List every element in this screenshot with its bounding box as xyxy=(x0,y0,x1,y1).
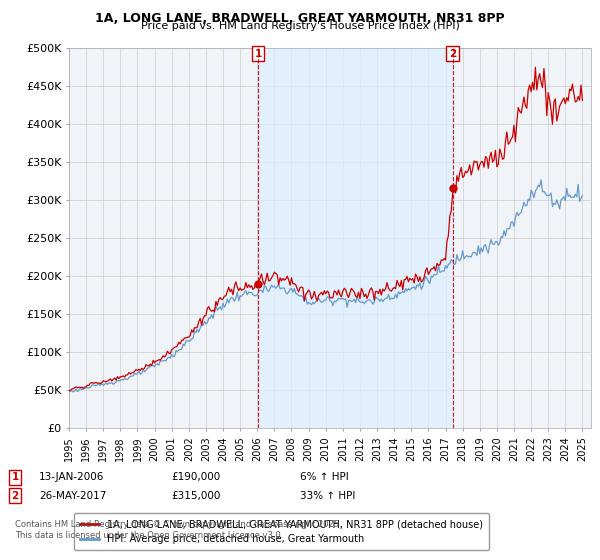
Text: 1: 1 xyxy=(254,49,262,59)
Text: Price paid vs. HM Land Registry's House Price Index (HPI): Price paid vs. HM Land Registry's House … xyxy=(140,21,460,31)
Bar xyxy=(258,48,453,428)
Text: £190,000: £190,000 xyxy=(171,472,220,482)
Text: 33% ↑ HPI: 33% ↑ HPI xyxy=(300,491,355,501)
Text: 2: 2 xyxy=(11,491,19,501)
Text: Contains HM Land Registry data © Crown copyright and database right 2025.
This d: Contains HM Land Registry data © Crown c… xyxy=(15,520,341,540)
Text: 13-JAN-2006: 13-JAN-2006 xyxy=(39,472,104,482)
Text: 1: 1 xyxy=(11,472,19,482)
Text: 2: 2 xyxy=(449,49,457,59)
Text: 1A, LONG LANE, BRADWELL, GREAT YARMOUTH, NR31 8PP: 1A, LONG LANE, BRADWELL, GREAT YARMOUTH,… xyxy=(95,12,505,25)
Text: 6% ↑ HPI: 6% ↑ HPI xyxy=(300,472,349,482)
Legend: 1A, LONG LANE, BRADWELL, GREAT YARMOUTH, NR31 8PP (detached house), HPI: Average: 1A, LONG LANE, BRADWELL, GREAT YARMOUTH,… xyxy=(74,513,489,550)
Text: 26-MAY-2017: 26-MAY-2017 xyxy=(39,491,106,501)
Text: £315,000: £315,000 xyxy=(171,491,220,501)
